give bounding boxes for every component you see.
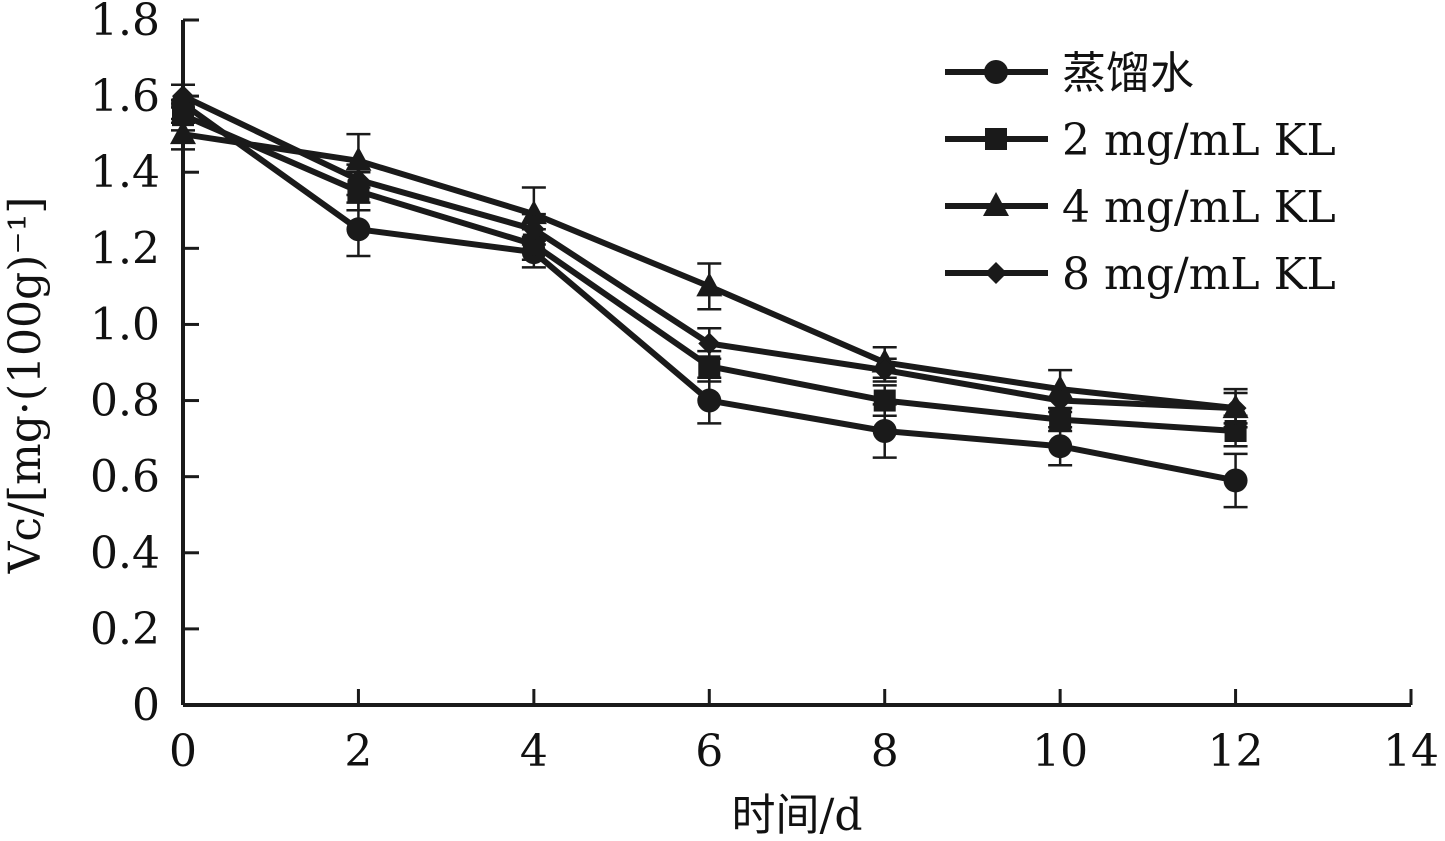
legend-marker (985, 128, 1007, 150)
y-tick-label: 1.8 (90, 0, 160, 46)
data-point (1049, 408, 1072, 431)
x-tick-label: 14 (1383, 726, 1439, 777)
x-tick-label: 2 (344, 726, 372, 777)
legend-item-4: 8 mg/mL KL (945, 249, 1336, 300)
data-point (1224, 420, 1247, 442)
y-tick-label: 1.6 (90, 71, 160, 122)
x-tick-label: 10 (1032, 726, 1088, 777)
y-axis-title: Vc/[mg·(100g)⁻¹] (0, 197, 51, 575)
data-point (698, 355, 721, 378)
data-point (697, 388, 722, 413)
data-point (1223, 468, 1248, 493)
x-tick-label: 0 (169, 726, 197, 777)
data-point (698, 332, 721, 355)
y-tick-label: 1.4 (90, 147, 160, 198)
legend-label: 蒸馏水 (1062, 48, 1194, 99)
data-point (873, 389, 896, 412)
axes: 0 2 4 6 8 10 12 14 0 0.2 0.4 0.6 0.8 1.0 1.2 1.4 1.6 1.8 (90, 0, 1439, 777)
data-point (347, 168, 370, 191)
x-tick-label: 12 (1208, 726, 1264, 777)
legend-label: 4 mg/mL KL (1062, 182, 1336, 233)
data-point (1049, 389, 1072, 412)
x-tick-label: 6 (695, 726, 723, 777)
y-tick-label: 0.4 (90, 528, 160, 579)
legend-marker (983, 192, 1009, 216)
legend-label: 8 mg/mL KL (1062, 249, 1336, 300)
y-tick-label: 1.0 (90, 299, 160, 350)
legend-marker (984, 60, 1008, 84)
data-point (346, 217, 371, 242)
x-tick-label: 4 (520, 726, 548, 777)
series-layer (170, 83, 1249, 509)
legend-marker (985, 262, 1007, 284)
data-point (1224, 397, 1247, 420)
y-tick-label: 0 (132, 680, 160, 731)
data-point (172, 85, 194, 108)
y-tick-label: 1.2 (90, 223, 160, 274)
legend-item-1: 蒸馏水 (945, 48, 1194, 99)
y-tick-label: 0.6 (90, 452, 160, 503)
series-4 (171, 83, 1248, 425)
data-point (172, 104, 194, 127)
legend-label: 2 mg/mL KL (1062, 115, 1336, 166)
data-point (520, 200, 547, 225)
data-point (1048, 434, 1073, 459)
y-tick-label: 0.8 (90, 376, 160, 427)
y-tick-label: 0.2 (90, 604, 160, 655)
data-point (873, 359, 896, 382)
data-point (522, 218, 545, 241)
data-point (872, 419, 897, 443)
legend-item-3: 4 mg/mL KL (945, 182, 1336, 233)
data-point (696, 272, 723, 297)
x-axis-title: 时间/d (732, 790, 863, 841)
x-tick-label: 8 (871, 726, 899, 777)
legend: 蒸馏水 2 mg/mL KL 4 mg/mL KL 8 mg/mL KL (945, 48, 1336, 300)
legend-item-2: 2 mg/mL KL (945, 115, 1336, 166)
data-point (170, 120, 196, 145)
data-point (1047, 375, 1074, 400)
